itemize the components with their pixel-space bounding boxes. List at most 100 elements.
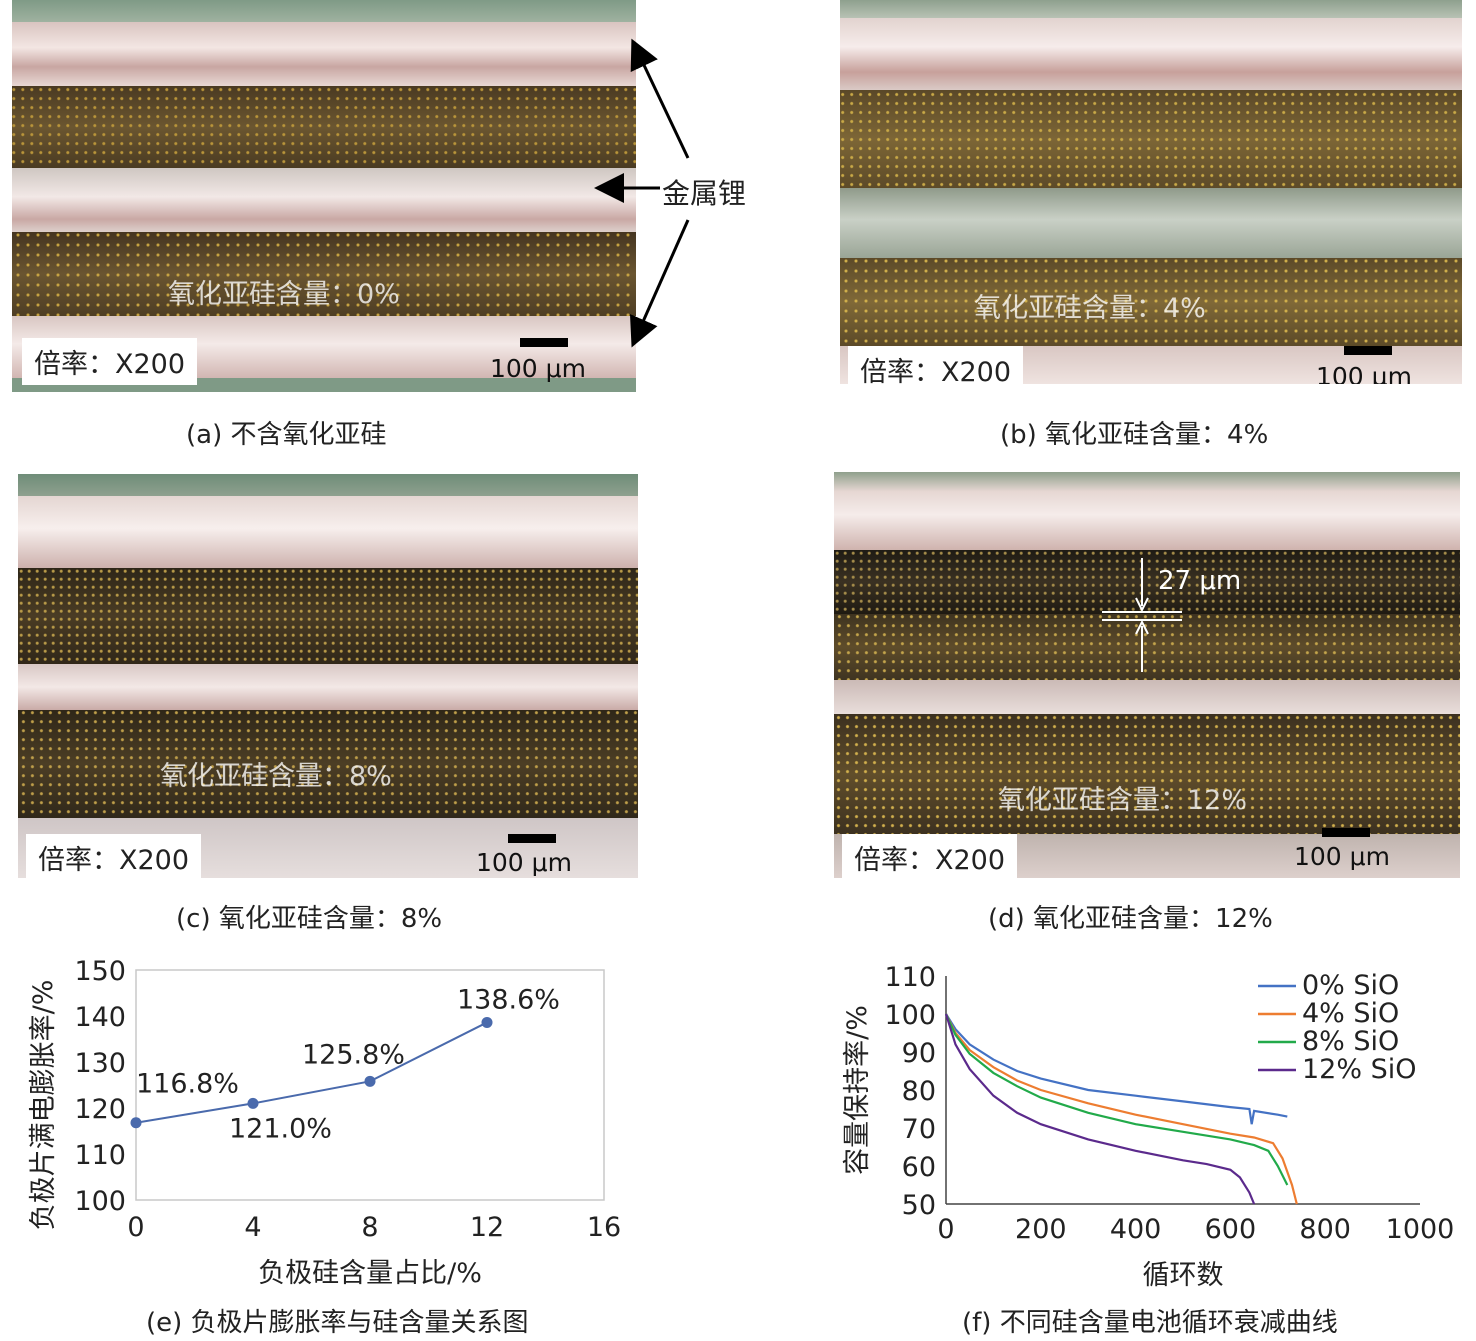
scale-bar xyxy=(1322,828,1370,837)
data-label: 116.8% xyxy=(136,1069,239,1100)
scale-bar-label: 100 μm xyxy=(476,848,572,877)
series-line-2 xyxy=(944,1013,1289,1186)
sio-content-label: 氧化亚硅含量：0% xyxy=(168,279,400,310)
data-point xyxy=(481,1016,493,1028)
lithium-layer xyxy=(834,472,1460,550)
electrolyte-layer xyxy=(840,188,1462,258)
micrograph-d: 27 μm 氧化亚硅含量：12% 倍率：X200 100 μm xyxy=(834,472,1460,878)
anode-layer xyxy=(834,714,1460,834)
y-tick-label: 130 xyxy=(74,1048,126,1079)
caption-d: (d) 氧化亚硅含量：12% xyxy=(988,904,1273,934)
caption-b: (b) 氧化亚硅含量：4% xyxy=(1000,420,1269,450)
scale-bar xyxy=(508,834,556,843)
data-point xyxy=(130,1117,142,1129)
x-tick-label: 200 xyxy=(1015,1214,1067,1245)
electrolyte-layer xyxy=(18,474,638,496)
lithium-layer xyxy=(18,664,638,710)
caption-a: (a) 不含氧化亚硅 xyxy=(186,420,387,450)
electrolyte-layer xyxy=(840,0,1462,18)
legend-label: 0% SiO xyxy=(1302,970,1399,1001)
lithium-layer xyxy=(12,168,636,232)
magnification-label: 倍率：X200 xyxy=(26,834,202,878)
y-axis-label: 负极片满电膨胀率/% xyxy=(28,980,59,1231)
lithium-layer xyxy=(840,18,1462,90)
scale-bar-label: 100 μm xyxy=(1316,362,1412,384)
scale-bar xyxy=(1344,346,1392,355)
gap-label: 27 μm xyxy=(1158,566,1242,596)
x-tick-label: 16 xyxy=(587,1212,621,1243)
anode-layer xyxy=(18,568,638,664)
sio-content-label: 氧化亚硅含量：4% xyxy=(974,293,1206,324)
sio-content-label: 氧化亚硅含量：8% xyxy=(160,761,392,792)
chart-e: 100 110 120 130 140 150 0 4 8 12 16 负极硅含量占比/% 负极片满电膨… xyxy=(28,956,621,1289)
sio-content-label: 氧化亚硅含量：12% xyxy=(998,785,1248,816)
data-point xyxy=(247,1097,259,1109)
series-line-1 xyxy=(945,1013,1298,1205)
arrow-top xyxy=(630,38,690,159)
chart-f: 50 60 70 80 90 100 110 0 200 400 600 800 1000 循环数 容量保持… xyxy=(842,962,1455,1290)
anode-layer xyxy=(18,710,638,818)
lithium-layer xyxy=(834,680,1460,714)
lithium-layer xyxy=(12,22,636,86)
anode-layer xyxy=(834,614,1460,680)
x-tick-label: 800 xyxy=(1299,1214,1351,1245)
magnification-label: 倍率：X200 xyxy=(22,338,198,385)
micrograph-b: 氧化亚硅含量：4% 倍率：X200 100 μm xyxy=(840,0,1462,384)
legend-label: 8% SiO xyxy=(1302,1026,1399,1057)
legend-label: 4% SiO xyxy=(1302,998,1399,1029)
lithium-arrows xyxy=(594,38,690,348)
gap-marker xyxy=(1102,558,1182,672)
x-tick-label: 12 xyxy=(470,1212,504,1243)
y-tick-label: 90 xyxy=(902,1038,936,1069)
y-tick-label: 70 xyxy=(902,1114,936,1145)
anode-layer xyxy=(12,232,636,316)
plot-frame xyxy=(135,969,605,1201)
magnification-label: 倍率：X200 xyxy=(842,834,1018,878)
anode-layer xyxy=(840,90,1462,188)
magnification-label: 倍率：X200 xyxy=(848,346,1024,384)
data-label: 125.8% xyxy=(302,1039,405,1070)
x-tick-label: 8 xyxy=(361,1212,378,1243)
caption-f: (f) 不同硅含量电池循环衰减曲线 xyxy=(962,1308,1338,1338)
electrolyte-layer xyxy=(12,0,636,22)
micrograph-c: 氧化亚硅含量：8% 倍率：X200 100 μm xyxy=(18,474,638,878)
series-line-0 xyxy=(945,1013,1288,1125)
lithium-layer xyxy=(18,496,638,568)
x-axis-label: 循环数 xyxy=(1143,1260,1224,1290)
scale-bar-label: 100 μm xyxy=(490,354,586,383)
y-tick-label: 80 xyxy=(902,1076,936,1107)
y-tick-label: 100 xyxy=(74,1186,126,1217)
y-tick-label: 110 xyxy=(74,1140,126,1171)
legend-label: 12% SiO xyxy=(1302,1054,1417,1085)
series-line-3 xyxy=(944,1013,1256,1205)
anode-layer xyxy=(12,86,636,168)
series-line xyxy=(135,1021,488,1124)
y-tick-label: 60 xyxy=(902,1152,936,1183)
anode-layer xyxy=(834,550,1460,614)
y-tick-label: 110 xyxy=(884,962,936,993)
x-tick-label: 0 xyxy=(127,1212,144,1243)
x-tick-label: 0 xyxy=(937,1214,954,1245)
anode-layer xyxy=(840,258,1462,346)
y-tick-label: 120 xyxy=(74,1094,126,1125)
caption-e: (e) 负极片膨胀率与硅含量关系图 xyxy=(146,1308,529,1338)
x-axis-label: 负极硅含量占比/% xyxy=(258,1258,482,1289)
data-label: 121.0% xyxy=(229,1113,332,1144)
y-tick-label: 100 xyxy=(884,1000,936,1031)
y-tick-label: 50 xyxy=(902,1190,936,1221)
lithium-label: 金属锂 xyxy=(662,177,747,210)
arrow-bottom xyxy=(629,219,690,348)
x-tick-label: 1000 xyxy=(1386,1214,1455,1245)
y-tick-label: 150 xyxy=(74,956,126,987)
data-label: 138.6% xyxy=(457,984,560,1015)
micrograph-a: 氧化亚硅含量：0% 倍率：X200 100 μm xyxy=(12,0,636,392)
caption-c: (c) 氧化亚硅含量：8% xyxy=(176,904,443,934)
x-tick-label: 400 xyxy=(1110,1214,1162,1245)
x-tick-label: 4 xyxy=(244,1212,261,1243)
y-axis-label: 容量保持率/% xyxy=(842,1005,873,1175)
scale-bar xyxy=(520,338,568,347)
data-point xyxy=(364,1075,376,1087)
y-tick-label: 140 xyxy=(74,1002,126,1033)
scale-bar-label: 100 μm xyxy=(1294,842,1390,871)
x-tick-label: 600 xyxy=(1205,1214,1257,1245)
